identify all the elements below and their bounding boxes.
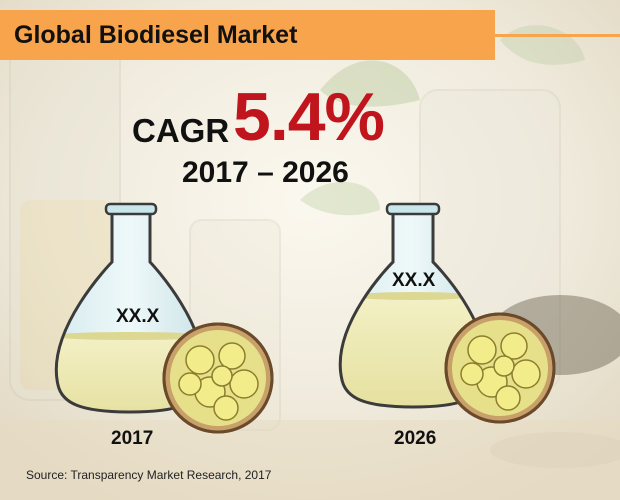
flower-bowl-icon (444, 312, 556, 424)
flask-value-label: XX.X (116, 306, 160, 327)
cagr-label: CAGR (132, 112, 230, 149)
flask-year-label: 2017 (111, 428, 154, 449)
title-underline (495, 34, 620, 37)
cagr-value: 5.4% (233, 79, 385, 155)
flower-bowl-icon (162, 322, 274, 434)
cagr-period: 2017 – 2026 (182, 156, 349, 189)
page-title: Global Biodiesel Market (14, 21, 298, 49)
title-bar (0, 10, 495, 60)
source-note: Source: Transparency Market Research, 20… (26, 468, 272, 482)
flask-year-label: 2026 (394, 428, 437, 449)
flask-value-label: XX.X (392, 270, 436, 291)
